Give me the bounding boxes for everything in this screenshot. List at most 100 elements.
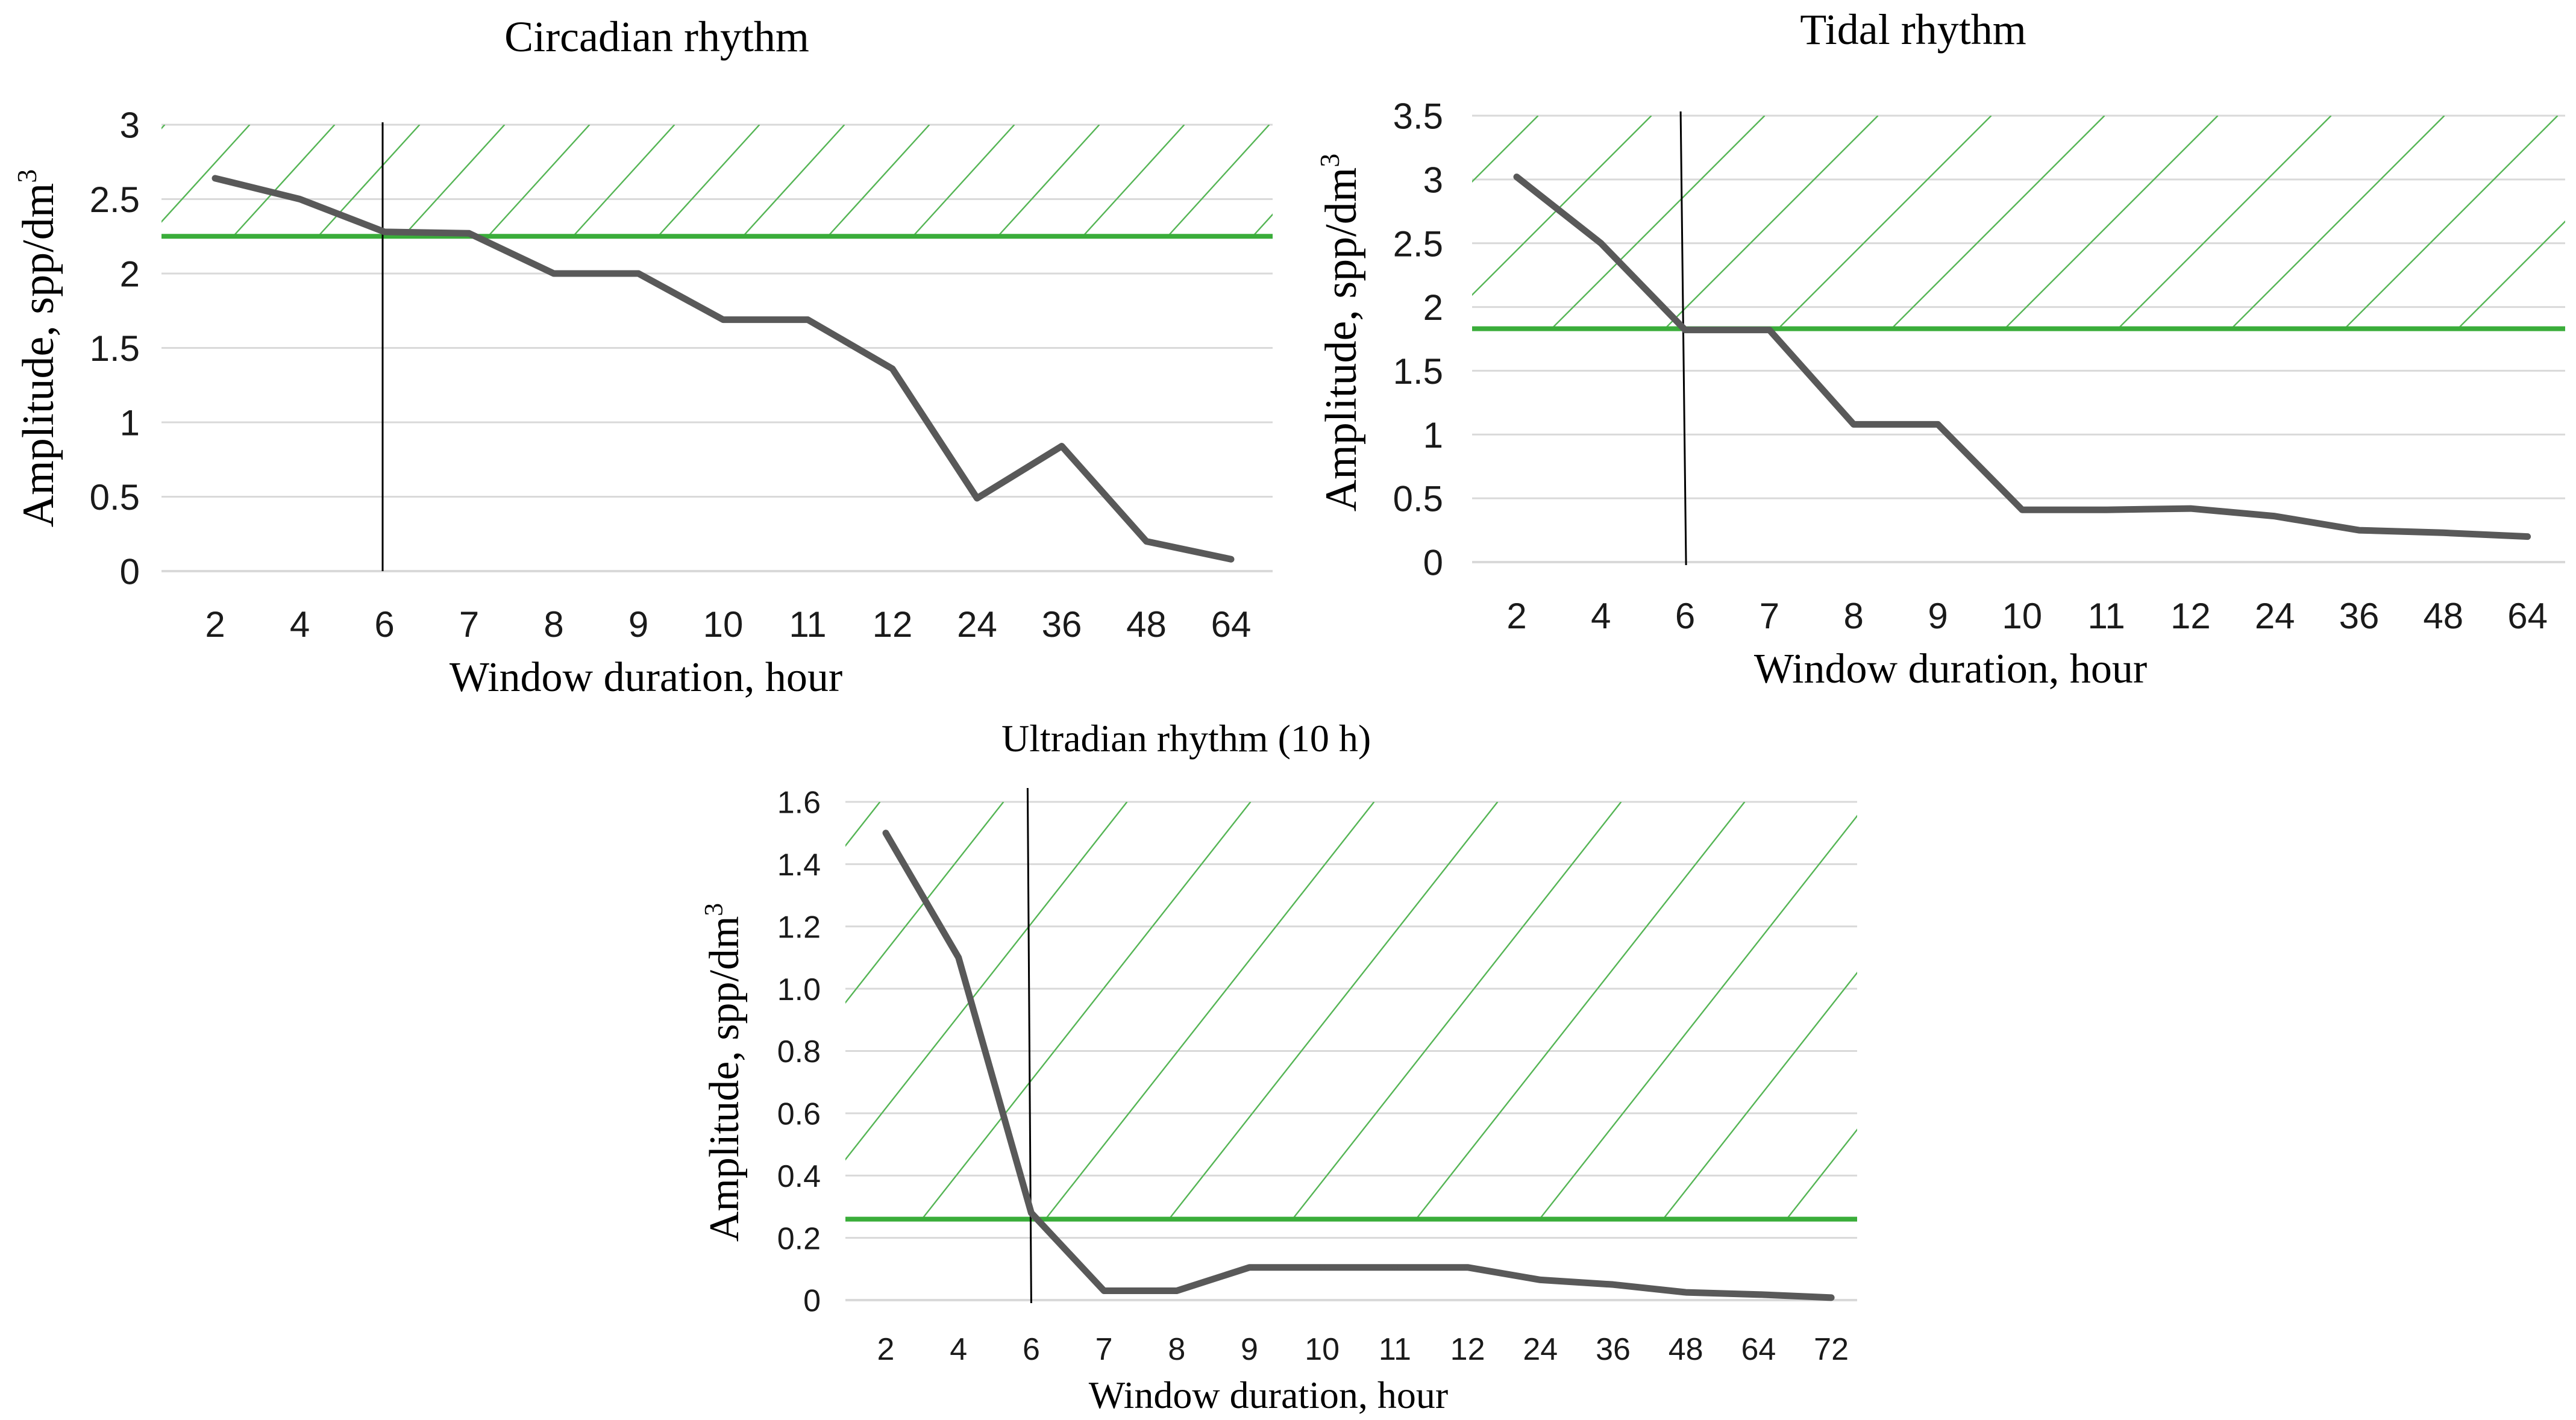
x-tick-label: 36 bbox=[1042, 604, 1082, 645]
chart-title: Tidal rhythm bbox=[1800, 5, 2026, 54]
x-axis-label: Window duration, hour bbox=[1089, 1374, 1448, 1416]
data-point bbox=[212, 175, 218, 181]
data-point bbox=[1597, 240, 1604, 246]
y-tick-label: 1.6 bbox=[777, 786, 821, 821]
hatch-line bbox=[1252, 213, 1273, 237]
hatch-line bbox=[1910, 802, 2239, 1219]
y-axis-label: Amplitude, spp/dm3 bbox=[1314, 154, 1366, 511]
y-tick-label: 1.5 bbox=[90, 328, 140, 369]
y-axis-label-superscript: 3 bbox=[699, 903, 728, 916]
series-line bbox=[1513, 174, 2531, 540]
x-tick-label: 7 bbox=[459, 604, 479, 645]
x-tick-label: 12 bbox=[873, 604, 913, 645]
hatch-line bbox=[1664, 116, 1879, 329]
data-point bbox=[1246, 1264, 1253, 1271]
hatch-line bbox=[985, 116, 1199, 329]
chart-3: Ultradian rhythm (10 h) 0 0.2 0.4 0.6 0.8 1.0 1… bbox=[0, 717, 2486, 1416]
hatch-line bbox=[532, 116, 745, 329]
hatch-line bbox=[872, 116, 1085, 329]
hatch-line bbox=[2344, 116, 2559, 329]
y-axis-label-superscript: 3 bbox=[11, 169, 42, 183]
hatch-line bbox=[2034, 802, 2362, 1219]
y-tick-label: 0.5 bbox=[1393, 479, 1443, 519]
y-tick-label: 0.4 bbox=[777, 1159, 821, 1194]
x-tick-label: 9 bbox=[1928, 596, 1948, 636]
data-point bbox=[1851, 421, 1857, 428]
data-point bbox=[466, 230, 472, 237]
hatch-line bbox=[79, 116, 292, 329]
y-axis-label-text: Amplitude, spp/dm bbox=[1317, 167, 1366, 511]
x-tick-label: 12 bbox=[2170, 596, 2211, 636]
y-tick-label: 1.0 bbox=[777, 972, 821, 1007]
series-line bbox=[882, 830, 1835, 1301]
data-point bbox=[1464, 1264, 1471, 1271]
data-point bbox=[1059, 443, 1065, 449]
x-tick-label: 8 bbox=[1168, 1332, 1185, 1367]
data-point bbox=[2524, 533, 2531, 540]
x-tick-label: 64 bbox=[2507, 596, 2548, 636]
x-tick-label: 6 bbox=[374, 604, 394, 645]
y-tick-label: 3.5 bbox=[1393, 96, 1443, 137]
y-tick-label: 1 bbox=[1423, 415, 1443, 455]
window-marker-line bbox=[1679, 111, 1687, 566]
x-tick-label: 6 bbox=[1023, 1332, 1040, 1367]
hatch-line bbox=[912, 125, 1015, 237]
data-point bbox=[1391, 1264, 1398, 1271]
x-tick-label: 10 bbox=[1305, 1332, 1340, 1367]
data-point bbox=[381, 228, 387, 235]
y-tick-label: 1 bbox=[120, 403, 140, 443]
hatch-line bbox=[1168, 802, 1499, 1219]
x-tick-label: 24 bbox=[957, 604, 997, 645]
x-tick-label: 64 bbox=[1741, 1332, 1776, 1367]
y-tick-label: 1.2 bbox=[777, 910, 821, 945]
data-point bbox=[2272, 513, 2278, 519]
x-axis-label: Window duration, hour bbox=[1754, 646, 2147, 692]
hatch-line bbox=[997, 125, 1100, 237]
hatch-line bbox=[759, 116, 972, 329]
x-tick-label: 6 bbox=[1675, 596, 1695, 636]
hatch-line bbox=[0, 802, 139, 1219]
hatched-region bbox=[79, 116, 2565, 329]
x-tick-label: 36 bbox=[1596, 1332, 1631, 1367]
hatch-line bbox=[403, 125, 506, 237]
hatch-line bbox=[1472, 116, 1539, 183]
y-tick-label: 1.4 bbox=[777, 848, 821, 883]
y-tick-label: 2.5 bbox=[1393, 224, 1443, 264]
hatch-line bbox=[2004, 116, 2219, 329]
hatch-line bbox=[1167, 125, 1270, 237]
data-point bbox=[804, 316, 811, 323]
data-point bbox=[1319, 1264, 1326, 1271]
hatch-line bbox=[2117, 116, 2332, 329]
hatch-line bbox=[742, 125, 845, 237]
hatch-line bbox=[827, 125, 930, 237]
hatch-line bbox=[2457, 220, 2565, 329]
hatch-line bbox=[487, 125, 591, 237]
data-point bbox=[1143, 538, 1150, 545]
hatch-line bbox=[1786, 1128, 1857, 1219]
x-tick-label: 9 bbox=[1241, 1332, 1258, 1367]
hatch-line bbox=[2231, 116, 2445, 329]
hatch-line bbox=[181, 802, 509, 1219]
x-tick-label: 10 bbox=[2002, 596, 2042, 636]
data-point bbox=[883, 830, 889, 836]
x-tick-label: 7 bbox=[1095, 1332, 1113, 1367]
y-tick-label: 1.5 bbox=[1393, 351, 1443, 392]
hatch-line bbox=[419, 116, 632, 329]
data-point bbox=[889, 366, 895, 372]
y-tick-label: 0.8 bbox=[777, 1034, 821, 1069]
hatch-line bbox=[192, 116, 406, 329]
hatch-line bbox=[657, 125, 760, 237]
y-axis-label-text: Amplitude, spp/dm bbox=[14, 183, 63, 527]
x-tick-label: 9 bbox=[628, 604, 648, 645]
hatch-line bbox=[2157, 802, 2486, 1219]
hatch-line bbox=[304, 802, 633, 1219]
y-tick-label: 2 bbox=[120, 254, 140, 295]
x-axis-label: Window duration, hour bbox=[450, 654, 842, 701]
data-point bbox=[955, 954, 962, 961]
data-point bbox=[1755, 1291, 1762, 1298]
chart-title: Ultradian rhythm (10 h) bbox=[1001, 717, 1371, 760]
hatched-region bbox=[161, 125, 1273, 237]
